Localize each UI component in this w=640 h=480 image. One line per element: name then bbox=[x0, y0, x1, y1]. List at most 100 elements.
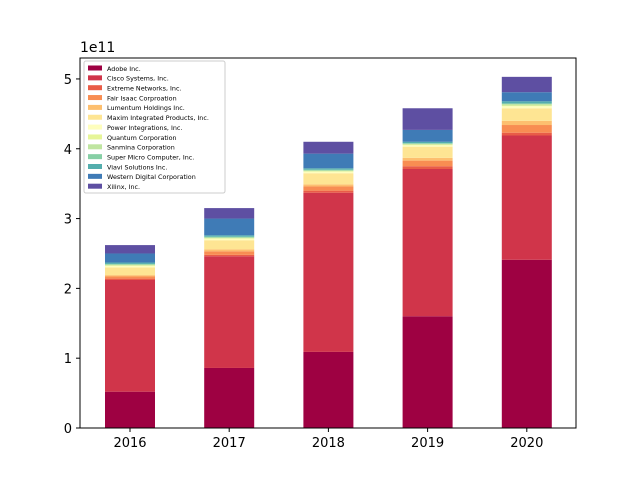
plot-frame bbox=[79, 57, 577, 429]
bar-segment-2019-12 bbox=[402, 108, 453, 130]
bar-segment-2016-6 bbox=[105, 266, 155, 268]
bar-segment-2019-4 bbox=[402, 157, 453, 161]
bar-segment-2020-8 bbox=[501, 104, 552, 106]
bar-segment-2019-0 bbox=[402, 316, 453, 428]
bar-segment-2019-6 bbox=[402, 145, 453, 147]
legend-swatch bbox=[88, 134, 102, 140]
bar-segment-2020-6 bbox=[501, 106, 552, 109]
x-tick-label: 2018 bbox=[312, 436, 345, 451]
legend-swatch bbox=[88, 95, 102, 101]
legend-label: Quantum Corporation bbox=[107, 134, 177, 142]
bar-segment-2017-6 bbox=[204, 238, 255, 241]
y-axis-ticks: 0 1 2 3 4 5 bbox=[64, 73, 80, 437]
bar-segment-2017-4 bbox=[204, 249, 255, 252]
bar-segment-2018-9 bbox=[303, 169, 354, 171]
y-tick-label: 5 bbox=[64, 73, 72, 88]
bar-segment-2018-7 bbox=[303, 171, 354, 172]
legend-label: Viavi Solutions Inc. bbox=[107, 163, 167, 171]
legend-label: Fair Isaac Corproation bbox=[107, 94, 177, 102]
bar-segment-2016-10 bbox=[105, 262, 155, 264]
legend-box bbox=[83, 60, 226, 194]
bar-segment-2017-10 bbox=[204, 235, 255, 237]
bar-segment-2018-4 bbox=[303, 184, 354, 187]
bar-segment-2016-5 bbox=[105, 267, 155, 276]
bar-segment-2018-5 bbox=[303, 173, 354, 185]
legend-label: Cisco Systems, Inc. bbox=[107, 75, 169, 83]
legend-swatch bbox=[88, 124, 102, 130]
legend-label: Adobe Inc. bbox=[107, 65, 141, 73]
y-tick-label: 3 bbox=[64, 213, 72, 228]
legend-swatch bbox=[88, 154, 102, 160]
bar-segment-2016-4 bbox=[105, 275, 155, 277]
bar-segment-2017-8 bbox=[204, 237, 255, 239]
bar-segment-2020-11 bbox=[501, 92, 552, 102]
legend-label: Extreme Networks, Inc. bbox=[107, 85, 182, 93]
bar-segment-2017-5 bbox=[204, 240, 255, 250]
legend-swatch bbox=[88, 85, 102, 91]
legend-label: Lumentum Holdings Inc. bbox=[107, 104, 185, 112]
legend-swatch bbox=[88, 104, 102, 110]
bar-segment-2020-7 bbox=[501, 105, 552, 107]
y-tick-label: 1 bbox=[64, 352, 72, 367]
bar-segment-2019-3 bbox=[402, 160, 453, 167]
bar-segment-2020-3 bbox=[501, 125, 552, 133]
y-tick-label: 0 bbox=[64, 422, 72, 437]
bar-segment-2018-1 bbox=[303, 192, 354, 352]
bar-segment-2020-9 bbox=[501, 103, 552, 105]
bar-segment-2017-9 bbox=[204, 236, 255, 238]
bar-segment-2017-11 bbox=[204, 218, 255, 236]
x-tick-label: 2016 bbox=[113, 436, 146, 451]
x-tick-label: 2019 bbox=[411, 436, 444, 451]
legend-swatch bbox=[88, 173, 102, 179]
bar-segment-2018-0 bbox=[303, 351, 354, 428]
bar-segment-2020-10 bbox=[501, 101, 552, 104]
bar-segment-2016-9 bbox=[105, 263, 155, 265]
legend-swatch bbox=[88, 183, 102, 189]
legend-swatch bbox=[88, 144, 102, 150]
bars-group bbox=[105, 76, 552, 428]
legend-swatch bbox=[88, 114, 102, 120]
legend-swatch bbox=[88, 164, 102, 169]
legend-label: Super Micro Computer, Inc. bbox=[107, 153, 194, 161]
bar-segment-2018-10 bbox=[303, 168, 354, 170]
bar-segment-2019-10 bbox=[402, 141, 453, 144]
bar-segment-2019-9 bbox=[402, 143, 453, 144]
bar-segment-2016-7 bbox=[105, 265, 155, 267]
bar-segment-2016-2 bbox=[105, 278, 155, 280]
bar-segment-2017-0 bbox=[204, 367, 255, 428]
y-tick-label: 2 bbox=[64, 282, 72, 297]
bar-segment-2016-11 bbox=[105, 253, 155, 263]
bar-segment-2019-7 bbox=[402, 144, 453, 146]
bar-segment-2019-2 bbox=[402, 166, 453, 169]
bar-segment-2020-1 bbox=[501, 135, 552, 260]
bar-segment-2019-11 bbox=[402, 129, 453, 142]
x-axis-ticks: 2016 2017 2018 2019 2020 bbox=[113, 428, 543, 451]
bar-segment-2017-7 bbox=[204, 238, 255, 239]
y-tick-label: 4 bbox=[64, 143, 72, 158]
bar-segment-2020-2 bbox=[501, 132, 552, 136]
legend-swatch bbox=[88, 65, 102, 71]
legend-label: Maxim Integrated Products, Inc. bbox=[107, 114, 209, 122]
legend-label: Power Integrations, Inc. bbox=[107, 124, 182, 132]
bar-segment-2017-12 bbox=[204, 208, 255, 219]
bar-segment-2017-1 bbox=[204, 256, 255, 368]
bar-segment-2018-12 bbox=[303, 141, 354, 154]
bar-segment-2019-8 bbox=[402, 143, 453, 145]
bar-segment-2017-2 bbox=[204, 254, 255, 257]
bar-segment-2016-3 bbox=[105, 276, 155, 279]
bar-segment-2016-0 bbox=[105, 391, 155, 428]
bar-segment-2020-0 bbox=[501, 259, 552, 428]
legend-label: Xilinx, Inc. bbox=[107, 183, 140, 191]
bar-segment-2019-1 bbox=[402, 169, 453, 317]
bar-segment-2018-3 bbox=[303, 186, 354, 191]
x-tick-label: 2017 bbox=[213, 436, 246, 451]
bar-segment-2016-1 bbox=[105, 280, 155, 392]
bar-segment-2019-5 bbox=[402, 146, 453, 158]
bar-segment-2018-11 bbox=[303, 153, 354, 169]
bar-segment-2020-5 bbox=[501, 108, 552, 121]
bar-segment-2016-12 bbox=[105, 245, 155, 254]
bar-segment-2018-8 bbox=[303, 170, 354, 172]
bar-segment-2016-8 bbox=[105, 264, 155, 266]
y-axis-scale-label: 1e11 bbox=[80, 40, 115, 56]
